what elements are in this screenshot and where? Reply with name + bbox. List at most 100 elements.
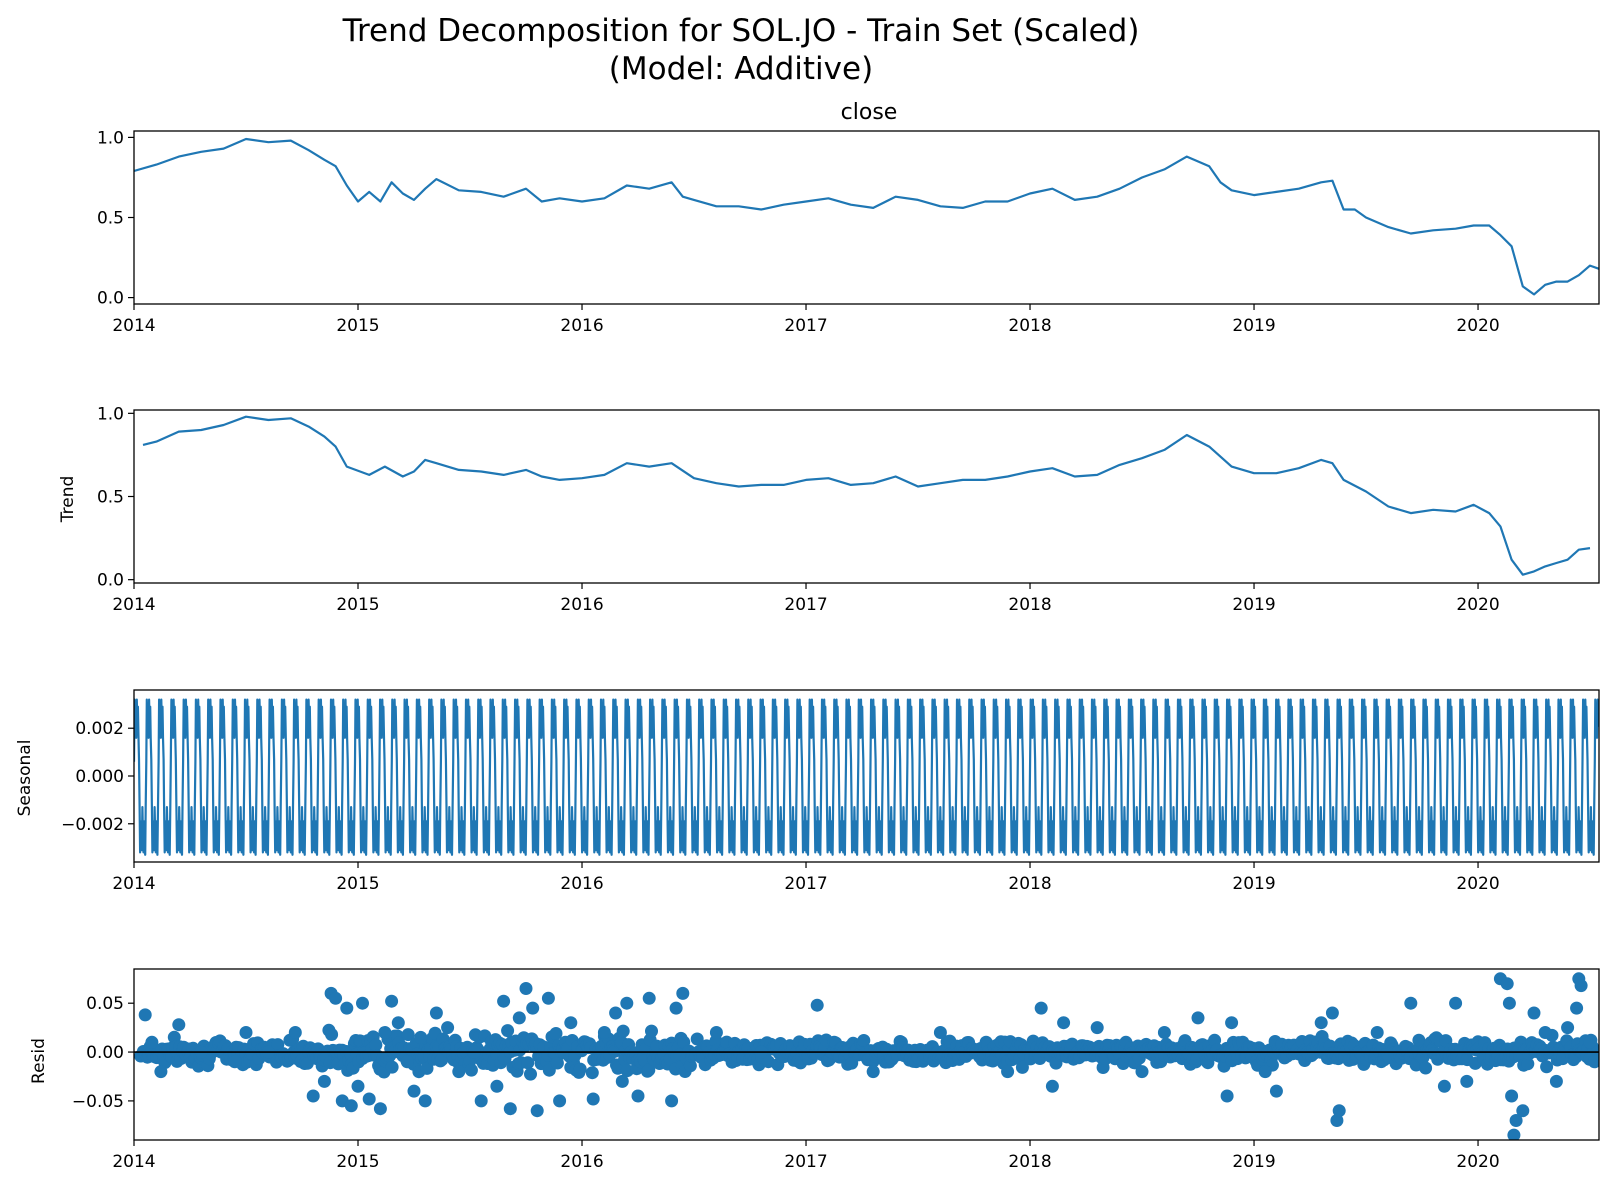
resid-point [541, 991, 555, 1005]
y-tick-label: −0.05 [72, 1092, 124, 1112]
resid-point [1509, 1114, 1523, 1127]
x-tick-label: 2018 [1008, 1152, 1051, 1172]
resid-point [810, 998, 824, 1012]
resid-point [1412, 1033, 1426, 1047]
resid-point [464, 1063, 478, 1077]
seasonal-panel: Seasonal −0.002 0.000 0.002 2014 2015 2016 201… [15, 689, 1600, 894]
resid-point [1034, 1001, 1048, 1015]
x-tick-label: 2020 [1456, 595, 1499, 615]
x-tick-label: 2019 [1232, 1152, 1275, 1172]
x-tick-label: 2018 [1008, 316, 1051, 336]
resid-point [340, 1001, 354, 1015]
resid-point [1225, 1016, 1239, 1030]
resid-point [228, 1055, 242, 1069]
resid-point [1135, 1065, 1149, 1079]
resid-point [490, 1079, 504, 1093]
resid-point [526, 1001, 540, 1015]
resid-point [1330, 1114, 1344, 1127]
resid-point [549, 1027, 563, 1040]
x-tick-label: 2019 [1232, 316, 1275, 336]
resid-band-points [134, 1023, 1599, 1081]
resid-point [512, 1011, 526, 1025]
y-tick-label: 0.5 [97, 209, 124, 229]
resid-point [1015, 1060, 1029, 1074]
resid-point [1001, 1065, 1015, 1079]
resid-point [1500, 977, 1514, 991]
x-tick-label: 2015 [336, 1152, 379, 1172]
resid-point [573, 1062, 587, 1076]
resid-point [519, 982, 533, 995]
resid-point [1561, 1021, 1575, 1035]
resid-point [1507, 1128, 1521, 1140]
resid-point [1370, 1026, 1384, 1039]
resid-point [369, 1038, 383, 1052]
resid-point [400, 1055, 414, 1069]
resid-point [401, 1028, 415, 1042]
resid-point [154, 1065, 168, 1079]
axes-frame [133, 968, 1600, 1141]
resid-point [239, 1026, 253, 1039]
resid-point [1314, 1016, 1328, 1030]
resid-point [325, 1028, 339, 1041]
resid-point [1505, 1089, 1519, 1103]
resid-point [597, 1026, 611, 1039]
trend-panel: Trend 0.0 0.5 1.0 2014 2015 2016 2017 2018 2019 2… [58, 404, 1600, 615]
resid-point [933, 1026, 947, 1039]
x-tick-label: 2014 [112, 1152, 155, 1172]
x-tick-label: 2014 [112, 316, 155, 336]
resid-point [306, 1089, 320, 1103]
resid-point [1090, 1021, 1104, 1035]
plot-area-1 [142, 415, 1591, 576]
resid-point [1437, 1079, 1451, 1093]
y-tick-label: 0.0 [97, 289, 124, 309]
resid-point [1449, 996, 1463, 1010]
x-tick-label: 2016 [560, 874, 603, 894]
trend-ylabel: Trend [58, 476, 78, 524]
resid-point [385, 1060, 399, 1074]
resid-point [1258, 1065, 1272, 1079]
y-tick-label: 0.5 [97, 488, 124, 508]
resid-point [631, 1089, 645, 1103]
resid-point [356, 996, 369, 1010]
resid-point [167, 1030, 181, 1044]
resid-point [1527, 1006, 1541, 1020]
resid-point [550, 1056, 564, 1070]
x-tick-label: 2016 [560, 595, 603, 615]
resid-point [373, 1102, 387, 1116]
x-tick-label: 2015 [336, 874, 379, 894]
resid-point [645, 1024, 658, 1038]
x-tick-label: 2020 [1456, 1152, 1499, 1172]
resid-point [1574, 979, 1588, 993]
resid-point [1583, 1035, 1597, 1049]
x-tick-label: 2019 [1232, 874, 1275, 894]
resid-point [553, 1094, 567, 1108]
x-tick-label: 2014 [112, 874, 155, 894]
resid-point [420, 1061, 434, 1075]
x-tick-label: 2018 [1008, 874, 1051, 894]
resid-point [609, 1006, 623, 1020]
plot-area-2 [134, 698, 1599, 856]
y-tick-label: 0.000 [75, 767, 124, 787]
figure-title: Trend Decomposition for SOL.JO - Train S… [342, 13, 1140, 49]
resid-point [385, 994, 399, 1008]
resid-point [288, 1026, 302, 1039]
resid-point [1045, 1079, 1059, 1093]
x-tick-label: 2019 [1232, 595, 1275, 615]
resid-ylabel: Resid [29, 1038, 49, 1084]
series-line-0 [134, 137, 1599, 296]
x-tick-label: 2015 [336, 316, 379, 336]
resid-point [1269, 1084, 1283, 1098]
resid-point [1540, 1060, 1554, 1074]
x-tick-label: 2017 [784, 1152, 827, 1172]
x-tick-label: 2017 [784, 874, 827, 894]
resid-point [1325, 1006, 1339, 1020]
resid-point [709, 1026, 723, 1039]
resid-point [1332, 1104, 1346, 1118]
resid-point [1157, 1026, 1171, 1039]
resid-point [1549, 1074, 1563, 1088]
resid-point [1460, 1074, 1474, 1088]
resid-point [521, 1056, 535, 1070]
resid-point [1220, 1089, 1234, 1103]
resid-point [378, 1026, 392, 1039]
